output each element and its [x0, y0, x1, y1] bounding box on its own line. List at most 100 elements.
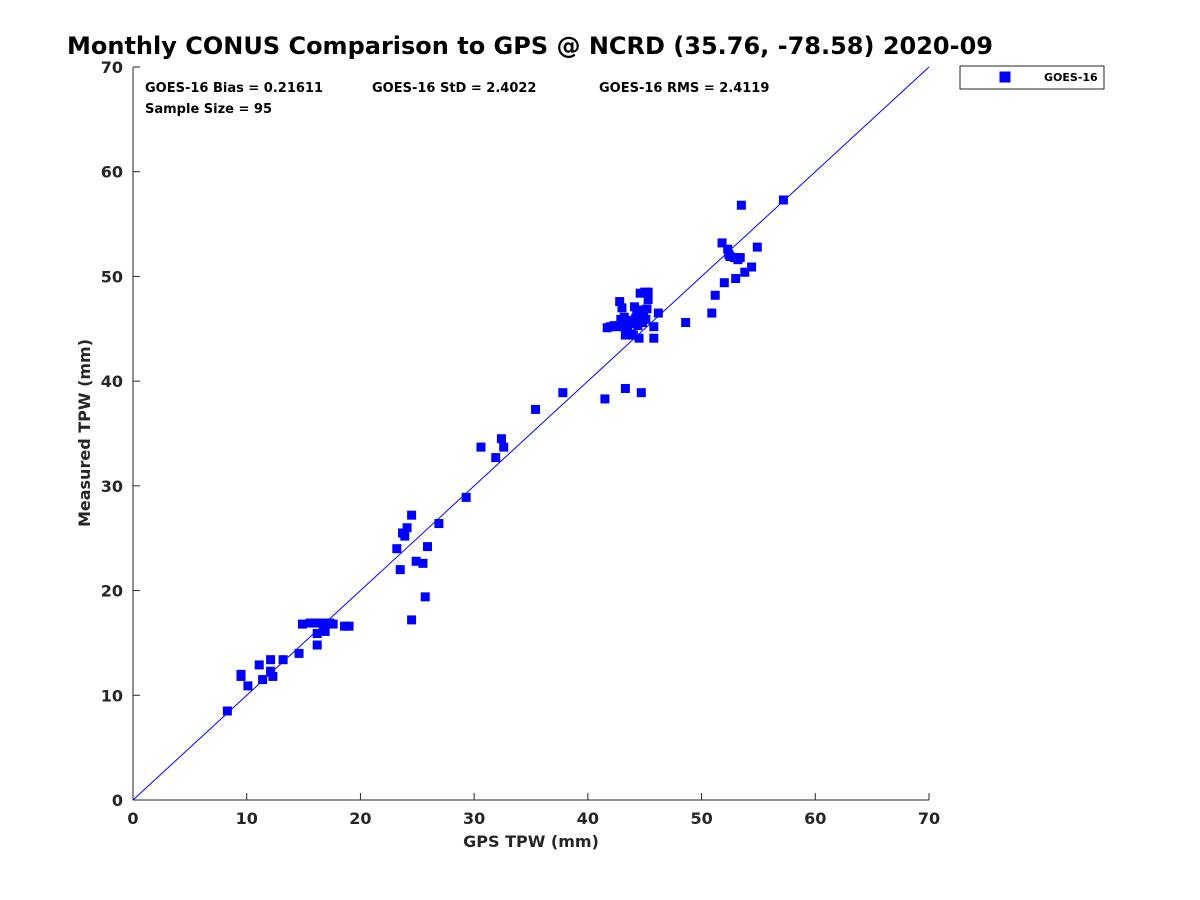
data-point	[622, 325, 632, 335]
data-point	[278, 655, 288, 665]
data-point	[558, 388, 568, 398]
data-point	[612, 322, 622, 332]
data-point	[258, 675, 268, 685]
legend-box	[959, 65, 1105, 90]
data-point	[266, 666, 276, 676]
data-point	[632, 307, 642, 317]
data-point	[236, 671, 246, 681]
stat-sample-size: Sample Size = 95	[145, 102, 272, 117]
data-point	[649, 322, 659, 332]
data-point	[402, 523, 412, 533]
data-point	[752, 242, 762, 252]
x-tick-label: 30	[463, 809, 485, 828]
data-point	[740, 267, 750, 277]
data-point	[681, 318, 691, 328]
data-point	[620, 330, 630, 340]
data-point	[631, 313, 641, 323]
data-point	[747, 262, 757, 272]
data-point	[311, 618, 321, 628]
data-point	[653, 308, 663, 318]
data-point	[629, 302, 639, 312]
data-point	[418, 558, 428, 568]
x-axis-label: GPS TPW (mm)	[463, 832, 599, 851]
y-tick-label: 0	[112, 791, 123, 810]
data-point	[294, 648, 304, 658]
data-point	[641, 314, 651, 324]
data-point	[717, 238, 727, 248]
data-point	[636, 388, 646, 398]
legend-marker-square-icon	[999, 71, 1011, 83]
data-point	[615, 297, 625, 307]
x-tick-label: 70	[918, 809, 940, 828]
data-point	[305, 618, 315, 628]
legend: GOES-16	[959, 65, 1105, 90]
data-point	[649, 333, 659, 343]
data-point	[618, 319, 628, 329]
stat-bias: GOES-16 Bias = 0.21611	[145, 81, 323, 96]
data-point	[496, 434, 506, 444]
data-point	[407, 615, 417, 625]
x-tick-label: 60	[804, 809, 826, 828]
y-axis-label: Measured TPW (mm)	[75, 339, 94, 527]
chart-title: Monthly CONUS Comparison to GPS @ NCRD (…	[67, 32, 993, 60]
data-point	[620, 383, 630, 393]
data-point	[312, 629, 322, 639]
data-point	[476, 442, 486, 452]
stat-rms: GOES-16 RMS = 2.4119	[599, 81, 769, 96]
stat-std: GOES-16 StD = 2.4022	[372, 81, 536, 96]
data-point	[312, 640, 322, 650]
data-point	[297, 619, 307, 629]
data-point	[461, 492, 471, 502]
data-point	[635, 288, 645, 298]
data-point	[642, 304, 652, 314]
y-tick-label: 30	[101, 477, 123, 496]
data-point	[731, 274, 741, 284]
data-point	[633, 321, 643, 331]
data-point	[778, 195, 788, 205]
data-point	[628, 330, 638, 340]
y-tick-label: 40	[101, 372, 123, 391]
plot-area: 0 10 20 30 40 50 60 70 0 10 20 30 40 50 60 70	[101, 58, 940, 828]
x-tick-label: 40	[577, 809, 599, 828]
data-point	[531, 404, 541, 414]
data-point	[400, 531, 410, 541]
data-point	[407, 510, 417, 520]
data-point	[320, 626, 330, 636]
data-point	[268, 671, 278, 681]
data-point	[411, 556, 421, 566]
y-tick-label: 20	[101, 582, 123, 601]
data-point	[254, 660, 264, 670]
data-point	[619, 312, 629, 322]
y-tick-label: 70	[101, 58, 123, 77]
data-point	[392, 544, 402, 554]
data-point	[643, 287, 653, 297]
data-point	[600, 394, 610, 404]
data-point	[344, 621, 354, 631]
x-tick-label: 20	[349, 809, 371, 828]
data-point	[395, 565, 405, 575]
data-point	[736, 200, 746, 210]
data-point	[723, 244, 733, 254]
data-point	[499, 442, 509, 452]
data-point	[423, 542, 433, 552]
x-tick-label: 0	[127, 809, 138, 828]
x-tick-label: 10	[236, 809, 258, 828]
data-point	[266, 655, 276, 665]
data-point	[707, 308, 717, 318]
y-tick-label: 50	[101, 267, 123, 286]
data-point	[420, 592, 430, 602]
data-point	[627, 319, 637, 329]
data-point	[222, 706, 232, 716]
data-point	[643, 294, 653, 304]
data-point	[434, 519, 444, 529]
data-point	[735, 253, 745, 263]
data-point	[491, 453, 501, 463]
data-point	[617, 303, 627, 313]
data-point	[328, 619, 338, 629]
legend-entry-label: GOES-16	[1044, 71, 1098, 84]
data-point	[724, 249, 734, 259]
data-point	[636, 305, 646, 315]
data-point	[243, 681, 253, 691]
